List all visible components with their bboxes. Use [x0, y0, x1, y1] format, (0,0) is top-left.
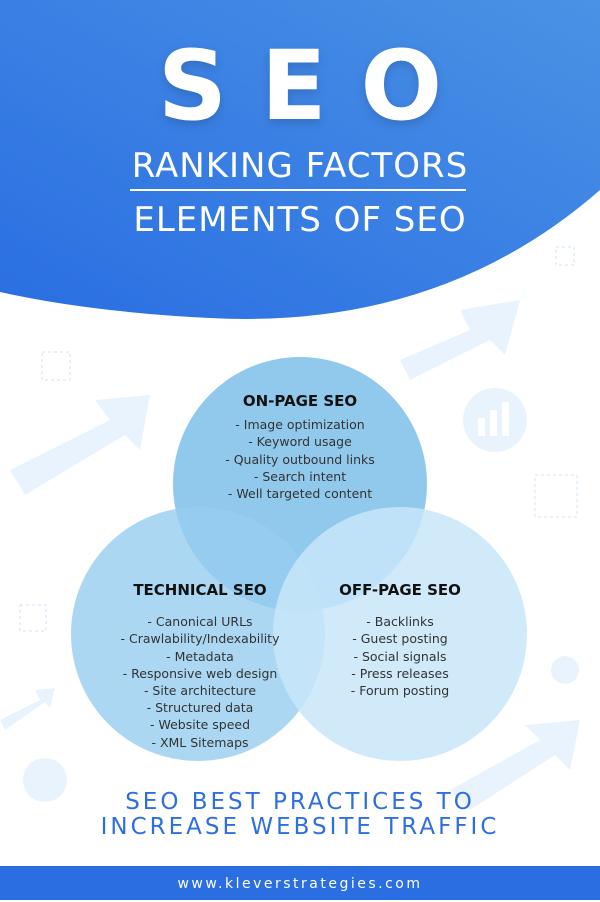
tagline-line-2: INCREASE WEBSITE TRAFFIC: [100, 814, 500, 840]
arrow-icon: [10, 395, 150, 495]
list-item: - Search intent: [253, 468, 347, 484]
list-item: - Social signals: [353, 648, 447, 664]
off-page-seo-title: OFF-PAGE SEO: [339, 581, 461, 599]
list-item: - Image optimization: [235, 417, 365, 433]
footer-bar: www.kleverstrategies.com: [0, 866, 600, 900]
list-item: - Quality outbound links: [225, 451, 375, 467]
tagline: SEO BEST PRACTICES TO INCREASE WEBSITE T…: [0, 790, 600, 840]
focus-icon: [534, 474, 578, 518]
list-item: - Guest posting: [352, 631, 448, 647]
list-item: - Site architecture: [143, 683, 257, 699]
chart-icon: [551, 656, 579, 684]
list-item: - Canonical URLs: [147, 614, 253, 630]
off-page-circle: [273, 507, 527, 761]
main-title: SEO: [157, 30, 477, 142]
subtitle-elements: ELEMENTS OF SEO: [133, 200, 467, 240]
arrow-icon: [400, 300, 520, 380]
tagline-line-1: SEO BEST PRACTICES TO: [125, 789, 475, 815]
focus-icon: [19, 604, 47, 632]
list-item: - Press releases: [351, 665, 449, 681]
list-item: - Structured data: [146, 700, 254, 716]
list-item: - Forum posting: [350, 683, 450, 699]
arrow-icon: [450, 720, 580, 810]
arrow-icon: [0, 688, 55, 730]
list-item: - Keyword usage: [248, 434, 352, 450]
technical-seo-group: TECHNICAL SEO - Canonical URLs - Crawlab…: [100, 581, 300, 751]
technical-seo-title: TECHNICAL SEO: [133, 581, 267, 599]
header-background: [0, 0, 600, 319]
list-item: - Backlinks: [366, 614, 434, 630]
chart-icon: [23, 758, 67, 802]
list-item: - Well targeted content: [227, 486, 373, 502]
subtitle-ranking-factors: RANKING FACTORS: [131, 146, 469, 186]
list-item: - Website speed: [149, 717, 251, 733]
list-item: - Responsive web design: [122, 665, 278, 681]
list-item: - Metadata: [166, 648, 234, 664]
website-link[interactable]: www.kleverstrategies.com: [177, 876, 423, 892]
list-item: - XML Sitemaps: [151, 734, 249, 750]
focus-icon: [555, 246, 575, 266]
title-divider: [130, 189, 466, 191]
list-item: - Crawlability/Indexability: [120, 631, 280, 647]
off-page-seo-group: OFF-PAGE SEO - Backlinks - Guest posting…: [300, 581, 500, 699]
on-page-seo-group: ON-PAGE SEO - Image optimization - Keywo…: [200, 392, 400, 502]
focus-icon: [41, 351, 71, 381]
on-page-seo-title: ON-PAGE SEO: [242, 392, 358, 410]
